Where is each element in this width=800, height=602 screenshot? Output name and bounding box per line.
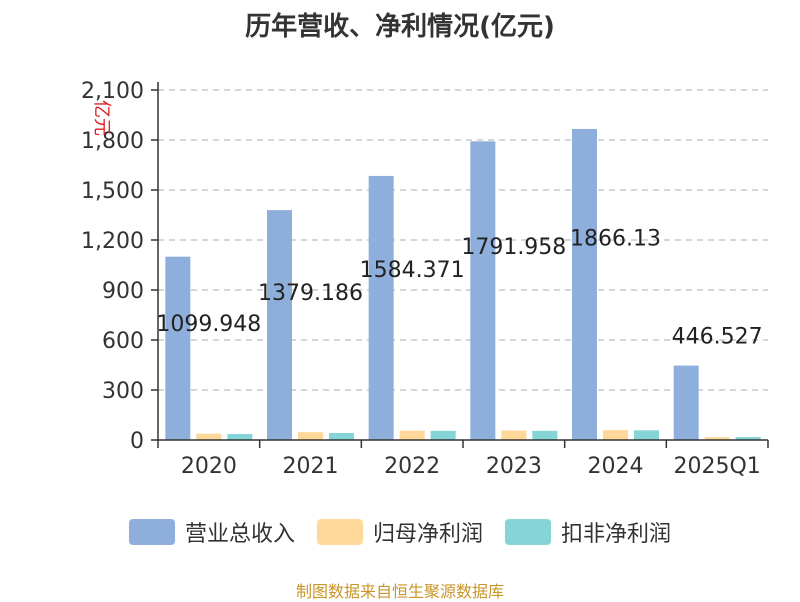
- grid-lines: [158, 89, 768, 391]
- bar-2-2020: [196, 433, 222, 440]
- chart-title: 历年营收、净利情况(亿元): [245, 12, 555, 42]
- bar-1-2025Q1: [673, 365, 699, 440]
- bar-2-2022: [399, 430, 425, 440]
- y-tick-label: 600: [102, 329, 144, 354]
- bars: [165, 128, 761, 440]
- x-tick-label: 2021: [283, 454, 339, 479]
- y-axis-label: 亿元: [91, 100, 112, 136]
- y-tick-label: 300: [102, 379, 144, 404]
- legend-item[interactable]: 营业总收入: [128, 516, 295, 548]
- legend-swatch: [128, 519, 175, 545]
- data-label-revenue: 1791.958: [461, 235, 566, 260]
- data-label-revenue: 1379.186: [258, 281, 363, 306]
- bar-1-2024: [572, 128, 597, 440]
- bar-3-2025Q1: [735, 437, 761, 440]
- data-label-revenue: 1866.13: [570, 227, 661, 252]
- y-tick-label: 1,500: [81, 179, 144, 204]
- legend-label: 营业总收入: [184, 522, 295, 547]
- data-label-revenue: 446.527: [672, 325, 763, 350]
- data-label-revenue: 1099.948: [156, 312, 261, 337]
- x-tick-label: 2020: [181, 454, 237, 479]
- y-tick-label: 900: [102, 279, 144, 304]
- bar-3-2021: [329, 433, 354, 440]
- legend-item[interactable]: 扣非净利润: [505, 516, 671, 548]
- data-label-revenue: 1584.371: [360, 258, 465, 283]
- legend-swatch: [505, 519, 551, 545]
- bar-1-2022: [368, 175, 394, 440]
- bar-1-2021: [267, 210, 292, 440]
- bar-2-2024: [603, 430, 628, 440]
- y-tick-label: 1,800: [81, 129, 144, 154]
- x-tick-label: 2022: [384, 454, 440, 479]
- bar-3-2024: [634, 430, 659, 440]
- bar-3-2022: [430, 430, 456, 440]
- bar-3-2023: [532, 430, 558, 440]
- bar-2-2025Q1: [704, 437, 730, 440]
- y-tick-label: 1,200: [81, 229, 144, 254]
- source-note: 制图数据来自恒生聚源数据库: [295, 582, 504, 601]
- bar-2-2021: [298, 432, 323, 440]
- y-tick-label: 0: [130, 429, 144, 454]
- x-tick-label: 2024: [588, 454, 644, 479]
- bar-1-2023: [470, 141, 496, 440]
- y-tick-label: 2,100: [81, 79, 144, 104]
- x-tick-label: 2025Q1: [674, 454, 761, 479]
- bar-1-2020: [165, 256, 191, 440]
- legend-label: 归母净利润: [372, 522, 483, 547]
- legend-item[interactable]: 归母净利润: [316, 516, 483, 548]
- bar-3-2020: [227, 434, 253, 440]
- legend-label: 扣非净利润: [561, 522, 672, 547]
- x-tick-label: 2023: [486, 454, 542, 479]
- bar-2-2023: [501, 430, 527, 440]
- legend: 营业总收入 归母净利润 扣非净利润: [0, 516, 800, 548]
- legend-swatch: [316, 519, 363, 545]
